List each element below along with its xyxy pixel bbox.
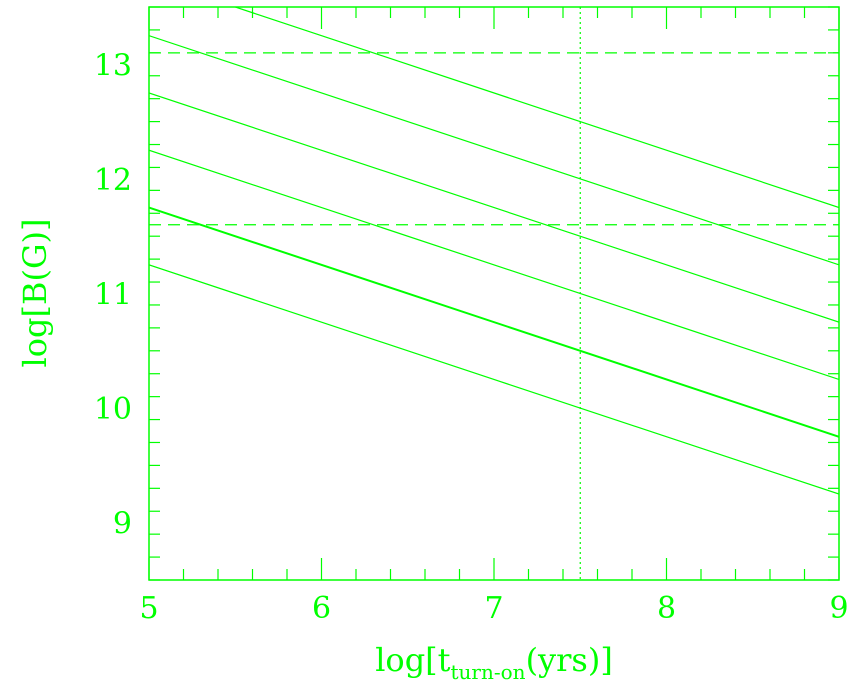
series-layer (149, 7, 839, 495)
x-axis-label: log[tturn-on(yrs)] (375, 641, 613, 684)
x-tick-label: 9 (829, 591, 848, 626)
x-axis-label-main: log[t (375, 641, 450, 679)
y-tick-label: 10 (94, 392, 132, 427)
ticks-layer (148, 6, 840, 581)
series-line-1 (149, 264, 839, 495)
y-axis-label: log[B(G)] (16, 219, 54, 368)
x-tick-label: 7 (484, 591, 503, 626)
plot-frame (148, 6, 840, 581)
series-line-3 (149, 149, 839, 381)
series-line-5 (149, 35, 839, 266)
x-axis-label-tail: (yrs)] (526, 641, 613, 679)
x-tick-label: 6 (312, 591, 331, 626)
tick-labels-layer: 5 6 7 8 9 9 10 11 12 13 (94, 48, 849, 626)
y-tick-label: 12 (94, 163, 132, 198)
series-line-4 (149, 92, 839, 323)
series-line-6 (233, 7, 839, 209)
x-axis-label-subscript: turn-on (451, 660, 526, 684)
y-tick-label: 11 (94, 278, 132, 313)
y-tick-label: 9 (113, 507, 132, 542)
x-tick-label: 8 (657, 591, 676, 626)
y-tick-label: 13 (94, 48, 132, 83)
x-tick-label: 5 (139, 591, 158, 626)
series-line-2 (149, 206, 839, 438)
